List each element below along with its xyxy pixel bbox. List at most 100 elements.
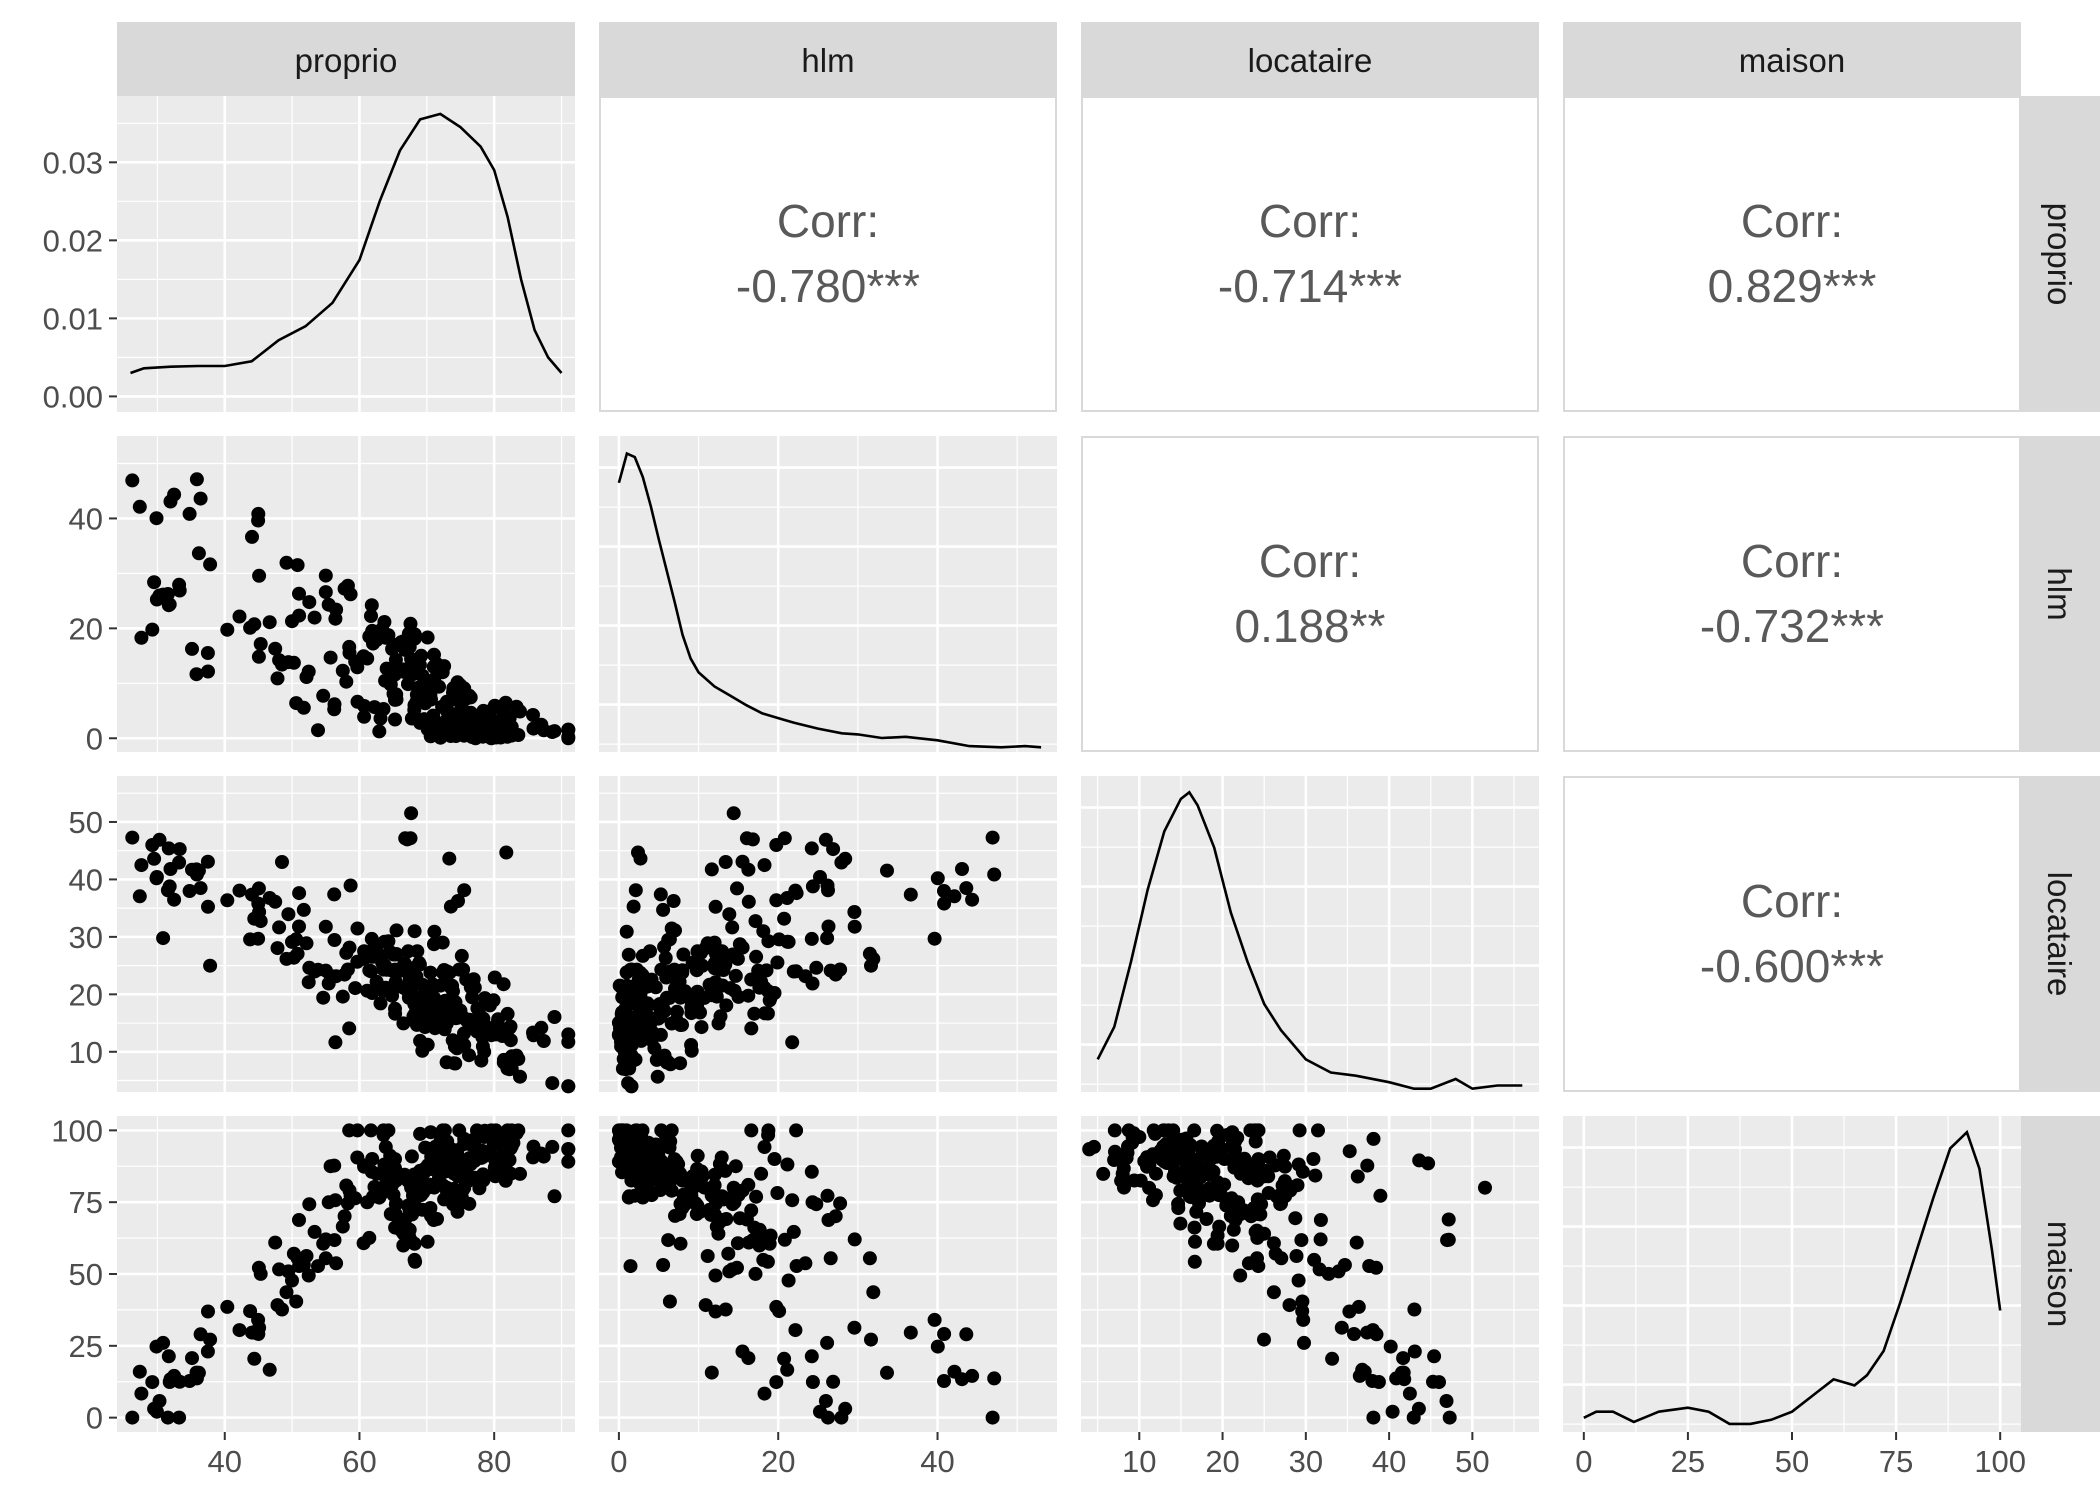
scatter-point (450, 1010, 465, 1025)
corr-label: Corr: (1741, 195, 1843, 247)
scatter-point (200, 1344, 215, 1359)
y-tick-label: 50 (69, 1257, 103, 1292)
scatter-point (1313, 1213, 1328, 1227)
corr-value: -0.714*** (1218, 260, 1402, 312)
scatter-point (504, 1123, 519, 1138)
scatter-point (545, 1076, 560, 1091)
scatter-point (350, 694, 365, 709)
scatter-point (820, 931, 835, 946)
scatter-point (232, 1323, 247, 1338)
density-curve-proprio (130, 112, 563, 375)
scatter-point (661, 1233, 676, 1248)
scatter-point (125, 473, 140, 488)
scatter-point (805, 879, 820, 894)
row-strip-label-proprio: proprio (2041, 203, 2078, 306)
scatter-point (145, 1375, 160, 1390)
scatter-point (1149, 1166, 1163, 1181)
scatter-point (947, 889, 962, 904)
scatter-point (1325, 1351, 1340, 1366)
scatter-point (388, 1001, 402, 1016)
scatter-point (730, 1236, 745, 1251)
scatter-point (690, 1198, 705, 1213)
scatter-point (232, 609, 247, 624)
scatter-point (279, 555, 294, 570)
scatter-point (726, 806, 741, 821)
x-tick-label: 20 (761, 1444, 795, 1479)
x-tick-label: 60 (342, 1444, 376, 1479)
scatter-point (1337, 1258, 1352, 1272)
scatter-point (307, 1224, 322, 1239)
scatter-point (329, 602, 344, 617)
corr-label: Corr: (1259, 195, 1361, 247)
scatter-point (813, 1404, 827, 1419)
scatter-point (781, 1273, 796, 1288)
scatter-point (366, 636, 380, 651)
scatter-point (1147, 1149, 1162, 1164)
scatter-point (789, 886, 804, 901)
scatter-point (635, 1010, 650, 1025)
scatter-point (327, 702, 342, 717)
density-panel-hlm (599, 436, 1057, 752)
scatter-point (408, 1254, 423, 1269)
scatter-point (503, 1019, 518, 1034)
scatter-point (1117, 1180, 1131, 1195)
scatter-point (220, 622, 235, 637)
scatter-point (619, 924, 634, 939)
scatter-point (340, 962, 355, 977)
scatter-point (339, 945, 354, 960)
scatter-point (1369, 1260, 1384, 1275)
scatter-point (741, 894, 756, 909)
scatter-point (985, 1410, 1000, 1425)
scatter-point (728, 1159, 743, 1174)
scatter-point (350, 1150, 365, 1165)
scatter-point (437, 659, 452, 674)
y-tick-label: 100 (51, 1113, 103, 1148)
scatter-point (1366, 1410, 1381, 1425)
scatter-point (381, 628, 396, 643)
scatter-point (1257, 1332, 1271, 1347)
scatter-point (748, 1266, 763, 1281)
scatter-point (172, 1410, 187, 1425)
scatter-point (299, 670, 314, 684)
scatter-point (1439, 1394, 1454, 1408)
scatter-point (864, 958, 878, 973)
scatter-point (1366, 1131, 1381, 1146)
row-strip-label-locataire: locataire (2041, 872, 2078, 997)
y-tick-label: 25 (69, 1329, 103, 1364)
scatter-point (427, 672, 442, 687)
scatter-point (279, 951, 294, 966)
scatter-point (798, 969, 813, 984)
scatter-point (761, 934, 776, 949)
scatter-point (1164, 1155, 1179, 1169)
scatter-point (365, 986, 380, 1000)
scatter-point (364, 964, 378, 979)
scatter-point (821, 919, 836, 934)
corr-value: -0.732*** (1700, 600, 1884, 652)
scatter-point (1249, 1223, 1264, 1238)
scatter-point (752, 1238, 767, 1253)
scatter-point (394, 635, 409, 650)
scatter-point (454, 948, 469, 963)
scatter-point (462, 688, 477, 703)
scatter-point (356, 649, 371, 664)
scatter-point (716, 963, 731, 977)
scatter-point (328, 1035, 343, 1050)
scatter-point (626, 899, 641, 914)
scatter-point (757, 858, 772, 873)
scatter-point (496, 977, 511, 992)
scatter-point (1385, 1404, 1400, 1419)
scatter-point (1226, 1222, 1241, 1237)
scatter-point (477, 720, 492, 735)
scatter-point (728, 968, 743, 983)
scatter-point (704, 1365, 719, 1380)
scatter-point (329, 969, 344, 984)
scatter-point (635, 948, 650, 963)
scatter-point (423, 1125, 438, 1140)
scatter-point (761, 1123, 776, 1138)
scatter-point (702, 977, 717, 992)
corr-label: Corr: (1259, 535, 1361, 587)
scatter-point (690, 1148, 705, 1163)
scatter-point (781, 934, 796, 949)
x-axis-maison: 0 25 50 75 100 (1575, 1432, 2026, 1479)
scatter-point (1169, 1141, 1183, 1156)
